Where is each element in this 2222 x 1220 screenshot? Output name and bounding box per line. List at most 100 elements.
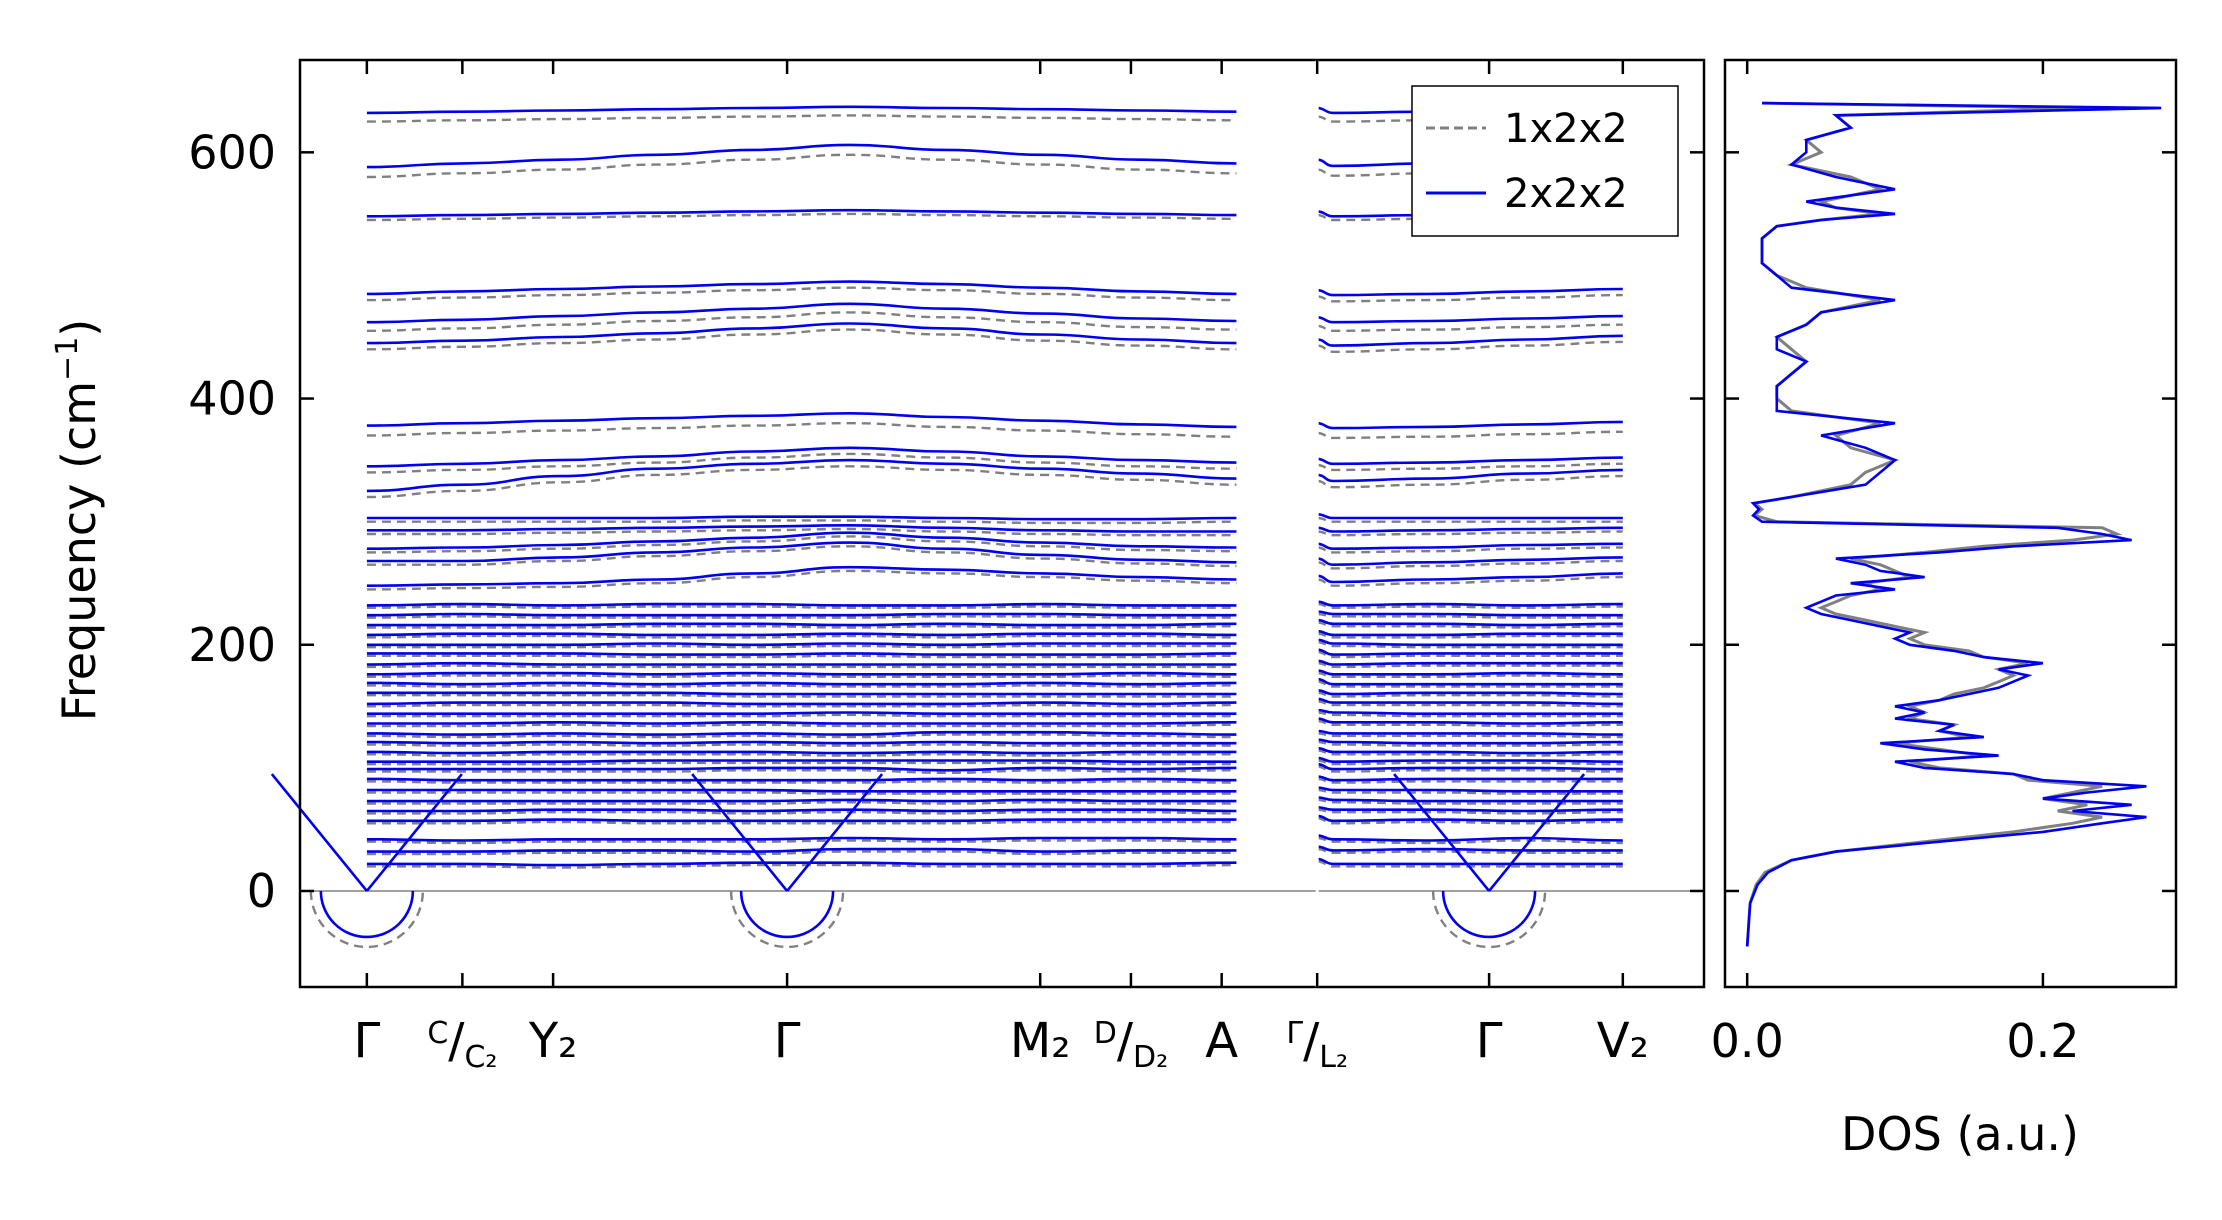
band-line-2x2x2-35-0 xyxy=(366,302,1237,324)
band-line-1x2x2-4-0 xyxy=(366,810,1237,815)
band-line-2x2x2-11-0 xyxy=(366,740,1237,745)
y-axis-label-superscript: −1 xyxy=(50,337,85,381)
band-line-2x2x2-7-1 xyxy=(1317,775,1623,782)
band-line-2x2x2-14-0 xyxy=(366,711,1237,716)
band-line-2x2x2-29-1 xyxy=(1317,526,1623,533)
band-line-1x2x2-0-0 xyxy=(366,863,1237,869)
band-line-1x2x2-32-0 xyxy=(366,452,1237,474)
band-line-2x2x2-32-1 xyxy=(1317,456,1623,466)
acoustic-branch-0-0 xyxy=(270,773,368,892)
band-line-1x2x2-21-0 xyxy=(366,644,1237,649)
band-line-2x2x2-3-0 xyxy=(366,818,1237,823)
band-line-1x2x2-12-0 xyxy=(366,733,1237,739)
band-line-2x2x2-5-0 xyxy=(366,798,1237,803)
band-line-2x2x2-33-1 xyxy=(1317,420,1623,430)
band-line-2x2x2-34-0 xyxy=(366,322,1237,345)
band-line-1x2x2-27-1 xyxy=(1317,559,1623,570)
x-tick-label-5: D/D₂ xyxy=(1094,1013,1168,1075)
band-line-1x2x2-0-1 xyxy=(1317,860,1623,868)
acoustic-branch-0-1 xyxy=(365,773,463,892)
band-line-1x2x2-3-0 xyxy=(366,820,1237,825)
band-line-2x2x2-16-0 xyxy=(366,691,1237,696)
band-line-2x2x2-24-0 xyxy=(366,612,1237,617)
band-line-2x2x2-6-0 xyxy=(366,788,1237,793)
band-line-2x2x2-8-0 xyxy=(366,766,1237,772)
band-line-1x2x2-2-1 xyxy=(1317,836,1623,845)
band-line-2x2x2-33-0 xyxy=(366,411,1237,429)
acoustic-branch-1-0 xyxy=(691,773,789,892)
band-line-1x2x2-21-1 xyxy=(1317,641,1623,649)
band-line-1x2x2-33-1 xyxy=(1317,430,1623,440)
band-line-1x2x2-9-1 xyxy=(1317,759,1623,766)
band-line-2x2x2-22-1 xyxy=(1317,629,1623,637)
dos-x-axis-label: DOS (a.u.) xyxy=(1841,1107,2079,1161)
band-line-1x2x2-36-0 xyxy=(366,286,1237,302)
band-line-2x2x2-15-0 xyxy=(366,701,1237,706)
acoustic-branch-1-1 xyxy=(786,773,884,892)
acoustic-branch-2-0 xyxy=(1393,773,1491,892)
band-line-1x2x2-31-1 xyxy=(1317,474,1623,489)
x-tick-label-6: A xyxy=(1205,1013,1238,1069)
band-line-1x2x2-19-1 xyxy=(1317,662,1623,669)
band-line-1x2x2-14-1 xyxy=(1317,711,1623,718)
legend: 1x2x2 2x2x2 xyxy=(1411,85,1679,237)
band-line-2x2x2-14-1 xyxy=(1317,708,1623,716)
y-axis-label: Frequency (cm−1) xyxy=(50,319,106,722)
band-line-1x2x2-18-0 xyxy=(366,674,1237,679)
y-tick-label-200: 200 xyxy=(188,618,276,672)
dos-panel: 0.0 0.2 xyxy=(1711,58,2178,1068)
band-line-2x2x2-17-1 xyxy=(1317,677,1623,686)
dos-lines xyxy=(1745,101,2162,947)
band-line-1x2x2-22-1 xyxy=(1317,632,1623,639)
band-line-1x2x2-8-1 xyxy=(1317,765,1623,773)
band-line-1x2x2-30-1 xyxy=(1317,516,1623,523)
band-line-1x2x2-15-1 xyxy=(1317,700,1623,708)
band-line-2x2x2-1-1 xyxy=(1317,845,1623,852)
band-line-1x2x2-12-1 xyxy=(1317,732,1623,739)
band-line-2x2x2-38-0 xyxy=(366,143,1237,169)
y-axis-label-close: ) xyxy=(52,319,106,337)
band-line-1x2x2-20-1 xyxy=(1317,650,1623,659)
band-line-2x2x2-30-1 xyxy=(1317,513,1623,520)
band-line-2x2x2-36-1 xyxy=(1317,287,1623,297)
band-line-2x2x2-23-1 xyxy=(1317,618,1623,627)
band-line-1x2x2-23-1 xyxy=(1317,621,1623,629)
dos-x-tick-label-0: 0.0 xyxy=(1711,1014,1784,1068)
y-tick-label-400: 400 xyxy=(188,372,276,426)
band-line-2x2x2-31-1 xyxy=(1317,468,1623,483)
band-line-1x2x2-19-0 xyxy=(366,664,1237,669)
band-line-1x2x2-32-1 xyxy=(1317,462,1623,472)
legend-label-1x2x2: 1x2x2 xyxy=(1504,106,1628,152)
band-line-2x2x2-2-1 xyxy=(1317,834,1623,842)
band-line-1x2x2-11-0 xyxy=(366,743,1237,747)
band-line-1x2x2-34-0 xyxy=(366,328,1237,351)
x-tick-label-9: V₂ xyxy=(1597,1013,1649,1069)
band-line-1x2x2-17-0 xyxy=(366,684,1237,688)
band-line-2x2x2-35-1 xyxy=(1317,314,1623,324)
band-line-1x2x2-10-1 xyxy=(1317,749,1623,757)
band-line-2x2x2-16-1 xyxy=(1317,689,1623,696)
band-line-1x2x2-7-0 xyxy=(366,780,1237,784)
band-line-1x2x2-28-0 xyxy=(366,535,1237,554)
band-line-1x2x2-25-1 xyxy=(1317,602,1623,610)
band-line-2x2x2-12-1 xyxy=(1317,729,1623,736)
band-line-2x2x2-2-0 xyxy=(366,836,1237,842)
band-line-2x2x2-30-0 xyxy=(366,515,1237,521)
band-line-1x2x2-17-1 xyxy=(1317,680,1623,688)
band-frame xyxy=(298,58,1706,989)
band-line-1x2x2-25-0 xyxy=(366,605,1237,610)
band-line-2x2x2-20-0 xyxy=(366,652,1237,656)
band-line-1x2x2-1-0 xyxy=(366,850,1237,856)
band-line-2x2x2-29-0 xyxy=(366,523,1237,533)
band-line-2x2x2-18-1 xyxy=(1317,669,1623,676)
band-line-2x2x2-25-0 xyxy=(366,602,1237,607)
band-line-2x2x2-19-0 xyxy=(366,661,1237,666)
imaginary-mode-0 xyxy=(319,890,415,939)
band-line-2x2x2-28-1 xyxy=(1317,542,1623,551)
band-line-1x2x2-30-0 xyxy=(366,519,1237,525)
band-line-2x2x2-8-1 xyxy=(1317,762,1623,771)
band-line-1x2x2-14-0 xyxy=(366,713,1237,718)
band-lines xyxy=(270,105,1704,949)
band-line-2x2x2-23-0 xyxy=(366,622,1237,627)
